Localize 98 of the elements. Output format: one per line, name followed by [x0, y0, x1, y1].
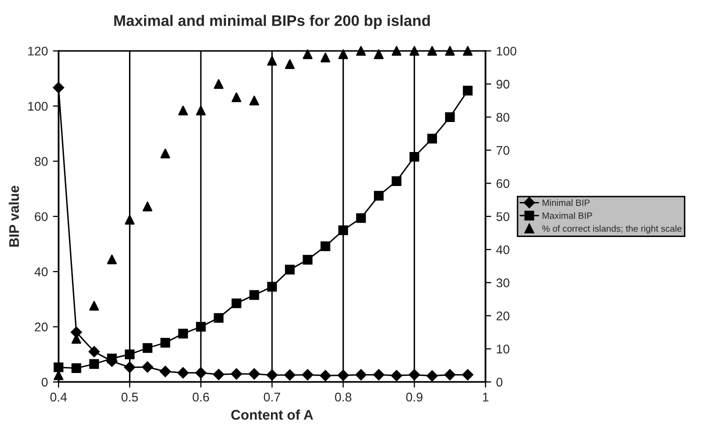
- y-axis-title: BIP value: [8, 186, 19, 247]
- x-axis-title: Content of A: [231, 410, 314, 420]
- x-tick-label: 0.5: [122, 392, 138, 402]
- point: [178, 106, 188, 116]
- y2-tick-label: 20: [496, 312, 510, 320]
- point: [444, 369, 456, 380]
- point: [284, 264, 295, 275]
- chart-title: Maximal and minimal BIPs for 200 bp island: [114, 14, 430, 30]
- point: [54, 362, 64, 372]
- point: [356, 46, 366, 56]
- point: [266, 369, 278, 381]
- point: [408, 369, 420, 380]
- point: [374, 190, 384, 201]
- y-tick-label: 120: [28, 46, 48, 56]
- point: [462, 86, 473, 96]
- point: [89, 359, 99, 369]
- point: [232, 92, 242, 102]
- point: [320, 52, 330, 62]
- point: [160, 338, 170, 348]
- point: [462, 369, 474, 380]
- point: [196, 322, 206, 332]
- point: [356, 213, 366, 223]
- point: [338, 225, 348, 236]
- x-tick-label: 0.8: [334, 392, 352, 402]
- point: [427, 46, 438, 56]
- point: [445, 46, 455, 56]
- point: [392, 46, 402, 56]
- y2-tick-label: 0: [496, 378, 502, 387]
- point: [142, 361, 154, 373]
- point: [195, 367, 206, 378]
- point: [124, 349, 135, 360]
- point: [196, 106, 206, 116]
- point: [267, 282, 277, 292]
- point: [70, 326, 82, 338]
- point: [409, 152, 420, 162]
- y2-tick-label: 70: [496, 146, 510, 155]
- point: [409, 46, 420, 56]
- y2-tick-label: 60: [496, 179, 510, 188]
- point: [462, 46, 473, 56]
- x-tick-label: 1: [483, 392, 488, 402]
- point: [107, 254, 117, 264]
- y2-tick-label: 10: [496, 344, 510, 354]
- point: [71, 363, 82, 373]
- point: [284, 59, 295, 69]
- point: [392, 176, 402, 186]
- point: [160, 148, 170, 158]
- point: [88, 346, 100, 358]
- point: [160, 366, 171, 378]
- point: [124, 214, 135, 225]
- point: [390, 370, 402, 382]
- point: [338, 370, 349, 381]
- point: [302, 369, 314, 380]
- point: [213, 368, 224, 380]
- x-tick-label: 0.9: [406, 392, 422, 402]
- point: [230, 368, 242, 380]
- point: [232, 298, 242, 308]
- point: [355, 369, 367, 380]
- y-tick-label: 60: [34, 212, 48, 222]
- y-tick-label: 0: [42, 378, 48, 387]
- y2-tick-label: 90: [496, 80, 510, 89]
- y-tick-label: 40: [34, 267, 48, 276]
- point: [374, 49, 384, 60]
- y2-tick-label: 80: [496, 112, 510, 122]
- x-tick-label: 0.4: [50, 392, 67, 402]
- point: [142, 202, 152, 212]
- point: [214, 313, 224, 323]
- point: [427, 134, 438, 144]
- point: [320, 241, 330, 252]
- legend-label: Maximal BIP: [542, 212, 592, 219]
- legend-label: % of correct islands; the right scale: [542, 225, 682, 234]
- point: [445, 112, 455, 122]
- y-tick-label: 20: [34, 322, 48, 332]
- y2-tick-label: 50: [496, 212, 510, 222]
- point: [302, 49, 312, 60]
- x-tick-label: 0.6: [192, 392, 210, 402]
- point: [249, 290, 260, 300]
- y-tick-label: 100: [28, 102, 48, 111]
- y2-tick-label: 40: [496, 245, 510, 254]
- point: [426, 370, 438, 382]
- y2-tick-label: 30: [496, 278, 510, 288]
- legend-label: Minimal BIP: [542, 199, 590, 206]
- point: [284, 369, 296, 381]
- point: [373, 369, 384, 380]
- point: [124, 362, 136, 373]
- point: [338, 49, 348, 60]
- point: [178, 328, 188, 339]
- point: [249, 96, 260, 106]
- point: [248, 368, 260, 380]
- point: [89, 300, 99, 311]
- point: [177, 367, 189, 378]
- x-tick-label: 0.7: [264, 392, 280, 402]
- y2-tick-label: 100: [496, 46, 516, 56]
- point: [214, 79, 224, 89]
- point: [142, 343, 152, 353]
- point: [267, 56, 277, 66]
- point: [320, 370, 332, 382]
- point: [302, 254, 312, 265]
- y-tick-label: 80: [34, 157, 48, 166]
